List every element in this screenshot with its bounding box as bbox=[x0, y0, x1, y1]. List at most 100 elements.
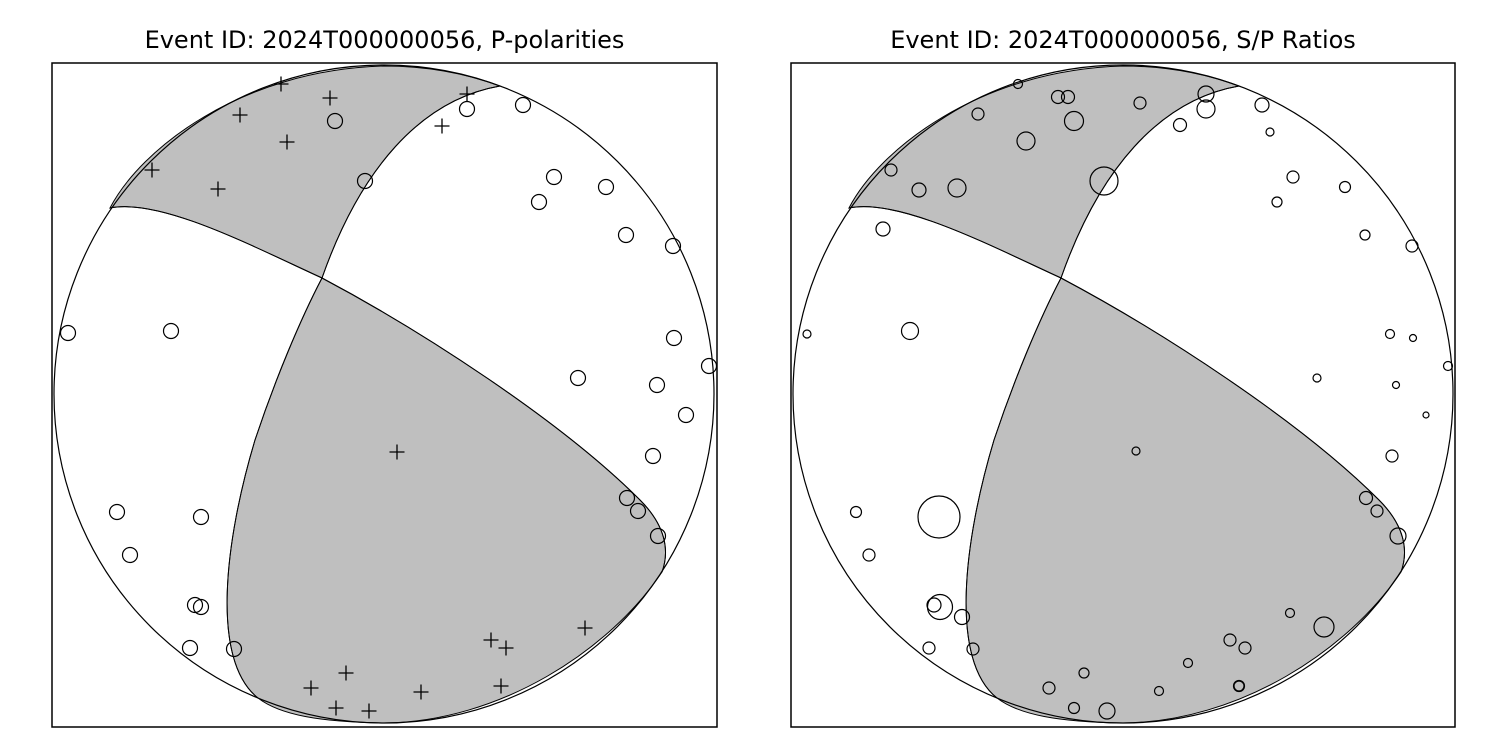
sp-ratio-circle-marker bbox=[1067, 701, 1081, 715]
dilatation-circle-marker bbox=[649, 527, 667, 545]
sp-ratio-circle-marker bbox=[966, 642, 980, 656]
sp-ratio-circle-marker bbox=[1389, 527, 1407, 545]
sp-ratio-circle-marker bbox=[1172, 117, 1188, 133]
dilatation-circle-marker bbox=[617, 226, 635, 244]
dilatation-circle-marker bbox=[700, 357, 718, 375]
dilatation-circle-marker bbox=[356, 172, 374, 190]
sp-ratio-circle-marker bbox=[1312, 373, 1322, 383]
dilatation-circle-marker bbox=[514, 96, 532, 114]
sp-ratio-circle-marker bbox=[953, 608, 971, 626]
compression-plus-marker bbox=[577, 620, 593, 636]
sp-ratio-circle-marker bbox=[1016, 131, 1036, 151]
sp-ratio-circle-marker bbox=[1391, 380, 1401, 390]
sp-ratio-circle-marker bbox=[1358, 490, 1374, 506]
sp-ratio-circle-marker bbox=[1012, 78, 1024, 90]
left-compression-pluses bbox=[144, 76, 593, 719]
compression-plus-marker bbox=[389, 444, 405, 460]
sp-ratio-circle-marker bbox=[1442, 360, 1454, 372]
sp-ratio-circle-marker bbox=[947, 178, 967, 198]
sp-ratio-circle-marker bbox=[1133, 96, 1147, 110]
compression-plus-marker bbox=[273, 76, 289, 92]
compression-plus-marker bbox=[459, 86, 475, 102]
sp-ratio-circle-marker bbox=[875, 221, 891, 237]
sp-ratio-circle-marker bbox=[1063, 110, 1085, 132]
sp-ratio-circle-marker bbox=[1042, 681, 1056, 695]
sp-ratio-circle-marker bbox=[1271, 196, 1283, 208]
left-frame bbox=[51, 62, 718, 728]
sp-ratio-circle-marker bbox=[862, 548, 876, 562]
dilatation-circle-marker bbox=[644, 447, 662, 465]
left-dilatation-circles bbox=[59, 96, 718, 658]
sp-ratio-circle-marker bbox=[1254, 97, 1270, 113]
sp-ratio-circle-marker bbox=[917, 495, 961, 539]
dilatation-circle-marker bbox=[108, 503, 126, 521]
dilatation-circle-marker bbox=[629, 502, 647, 520]
dilatation-circle-marker bbox=[121, 546, 139, 564]
dilatation-circle-marker bbox=[677, 406, 695, 424]
sp-ratio-circle-marker bbox=[1405, 239, 1419, 253]
compression-plus-marker bbox=[361, 703, 377, 719]
right-sp-ratio-circles bbox=[802, 78, 1454, 720]
compression-plus-marker bbox=[322, 90, 338, 106]
sp-ratio-circle-marker bbox=[1408, 333, 1418, 343]
compression-plus-marker bbox=[434, 118, 450, 134]
left-nodal-plane-2 bbox=[226, 85, 501, 699]
compression-plus-marker bbox=[338, 665, 354, 681]
compression-plus-marker bbox=[413, 684, 429, 700]
sp-ratio-circle-marker bbox=[1089, 166, 1119, 196]
dilatation-circle-marker bbox=[664, 237, 682, 255]
compression-plus-marker bbox=[303, 680, 319, 696]
sp-ratio-circle-marker bbox=[922, 641, 936, 655]
sp-ratio-circle-marker bbox=[1422, 411, 1430, 419]
sp-ratio-circle-marker bbox=[1078, 667, 1090, 679]
sp-ratio-circle-marker bbox=[1359, 229, 1371, 241]
sp-ratio-circle-marker bbox=[1385, 449, 1399, 463]
left-beachball-outline bbox=[53, 64, 715, 724]
sp-ratio-circle-marker bbox=[1284, 607, 1296, 619]
dilatation-circle-marker bbox=[545, 168, 563, 186]
dilatation-circle-marker bbox=[618, 489, 636, 507]
sp-ratio-circle-marker bbox=[1338, 180, 1352, 194]
sp-ratio-circle-marker bbox=[1153, 685, 1165, 697]
left-nodal-plane-1 bbox=[109, 206, 667, 573]
sp-ratio-circle-marker bbox=[1197, 85, 1215, 103]
sp-ratio-circle-marker bbox=[802, 329, 812, 339]
sp-ratio-circle-marker bbox=[971, 107, 985, 121]
sp-ratio-circle-marker bbox=[1286, 170, 1300, 184]
sp-ratio-circle-marker bbox=[1370, 504, 1384, 518]
dilatation-circle-marker bbox=[597, 178, 615, 196]
dilatation-circle-marker bbox=[192, 508, 210, 526]
sp-ratio-circle-marker bbox=[1232, 679, 1246, 693]
dilatation-circle-marker bbox=[192, 598, 210, 616]
right-frame bbox=[790, 62, 1456, 728]
dilatation-circle-marker bbox=[59, 324, 77, 342]
right-nodal-plane-2 bbox=[965, 85, 1240, 699]
sp-ratio-circle-marker bbox=[1060, 89, 1076, 105]
p-polarities-title: Event ID: 2024T000000056, P-polarities bbox=[144, 26, 625, 54]
sp-ratio-circle-marker bbox=[911, 182, 927, 198]
compression-plus-marker bbox=[210, 181, 226, 197]
sp-ratio-circle-marker bbox=[900, 321, 920, 341]
sp-ratio-circle-marker bbox=[1050, 89, 1066, 105]
p-polarities-panel bbox=[51, 62, 718, 728]
sp-ratio-circle-marker bbox=[1223, 633, 1237, 647]
sp-ratio-circle-marker bbox=[1098, 702, 1116, 720]
compression-plus-marker bbox=[144, 162, 160, 178]
sp-ratio-circle-marker bbox=[1196, 99, 1216, 119]
dilatation-circle-marker bbox=[648, 376, 666, 394]
dilatation-circle-marker bbox=[326, 112, 344, 130]
compression-plus-marker bbox=[279, 134, 295, 150]
compression-plus-marker bbox=[493, 678, 509, 694]
compression-plus-marker bbox=[483, 632, 499, 648]
right-beachball-outline bbox=[792, 64, 1454, 724]
sp-ratio-circle-marker bbox=[884, 163, 898, 177]
dilatation-circle-marker bbox=[665, 329, 683, 347]
sp-ratio-circle-marker bbox=[1238, 641, 1252, 655]
compression-plus-marker bbox=[232, 107, 248, 123]
dilatation-circle-marker bbox=[186, 596, 204, 614]
sp-ratios-panel bbox=[790, 62, 1456, 728]
dilatation-circle-marker bbox=[225, 640, 243, 658]
sp-ratio-circle-marker bbox=[1265, 127, 1275, 137]
sp-ratio-circle-marker bbox=[1131, 446, 1141, 456]
